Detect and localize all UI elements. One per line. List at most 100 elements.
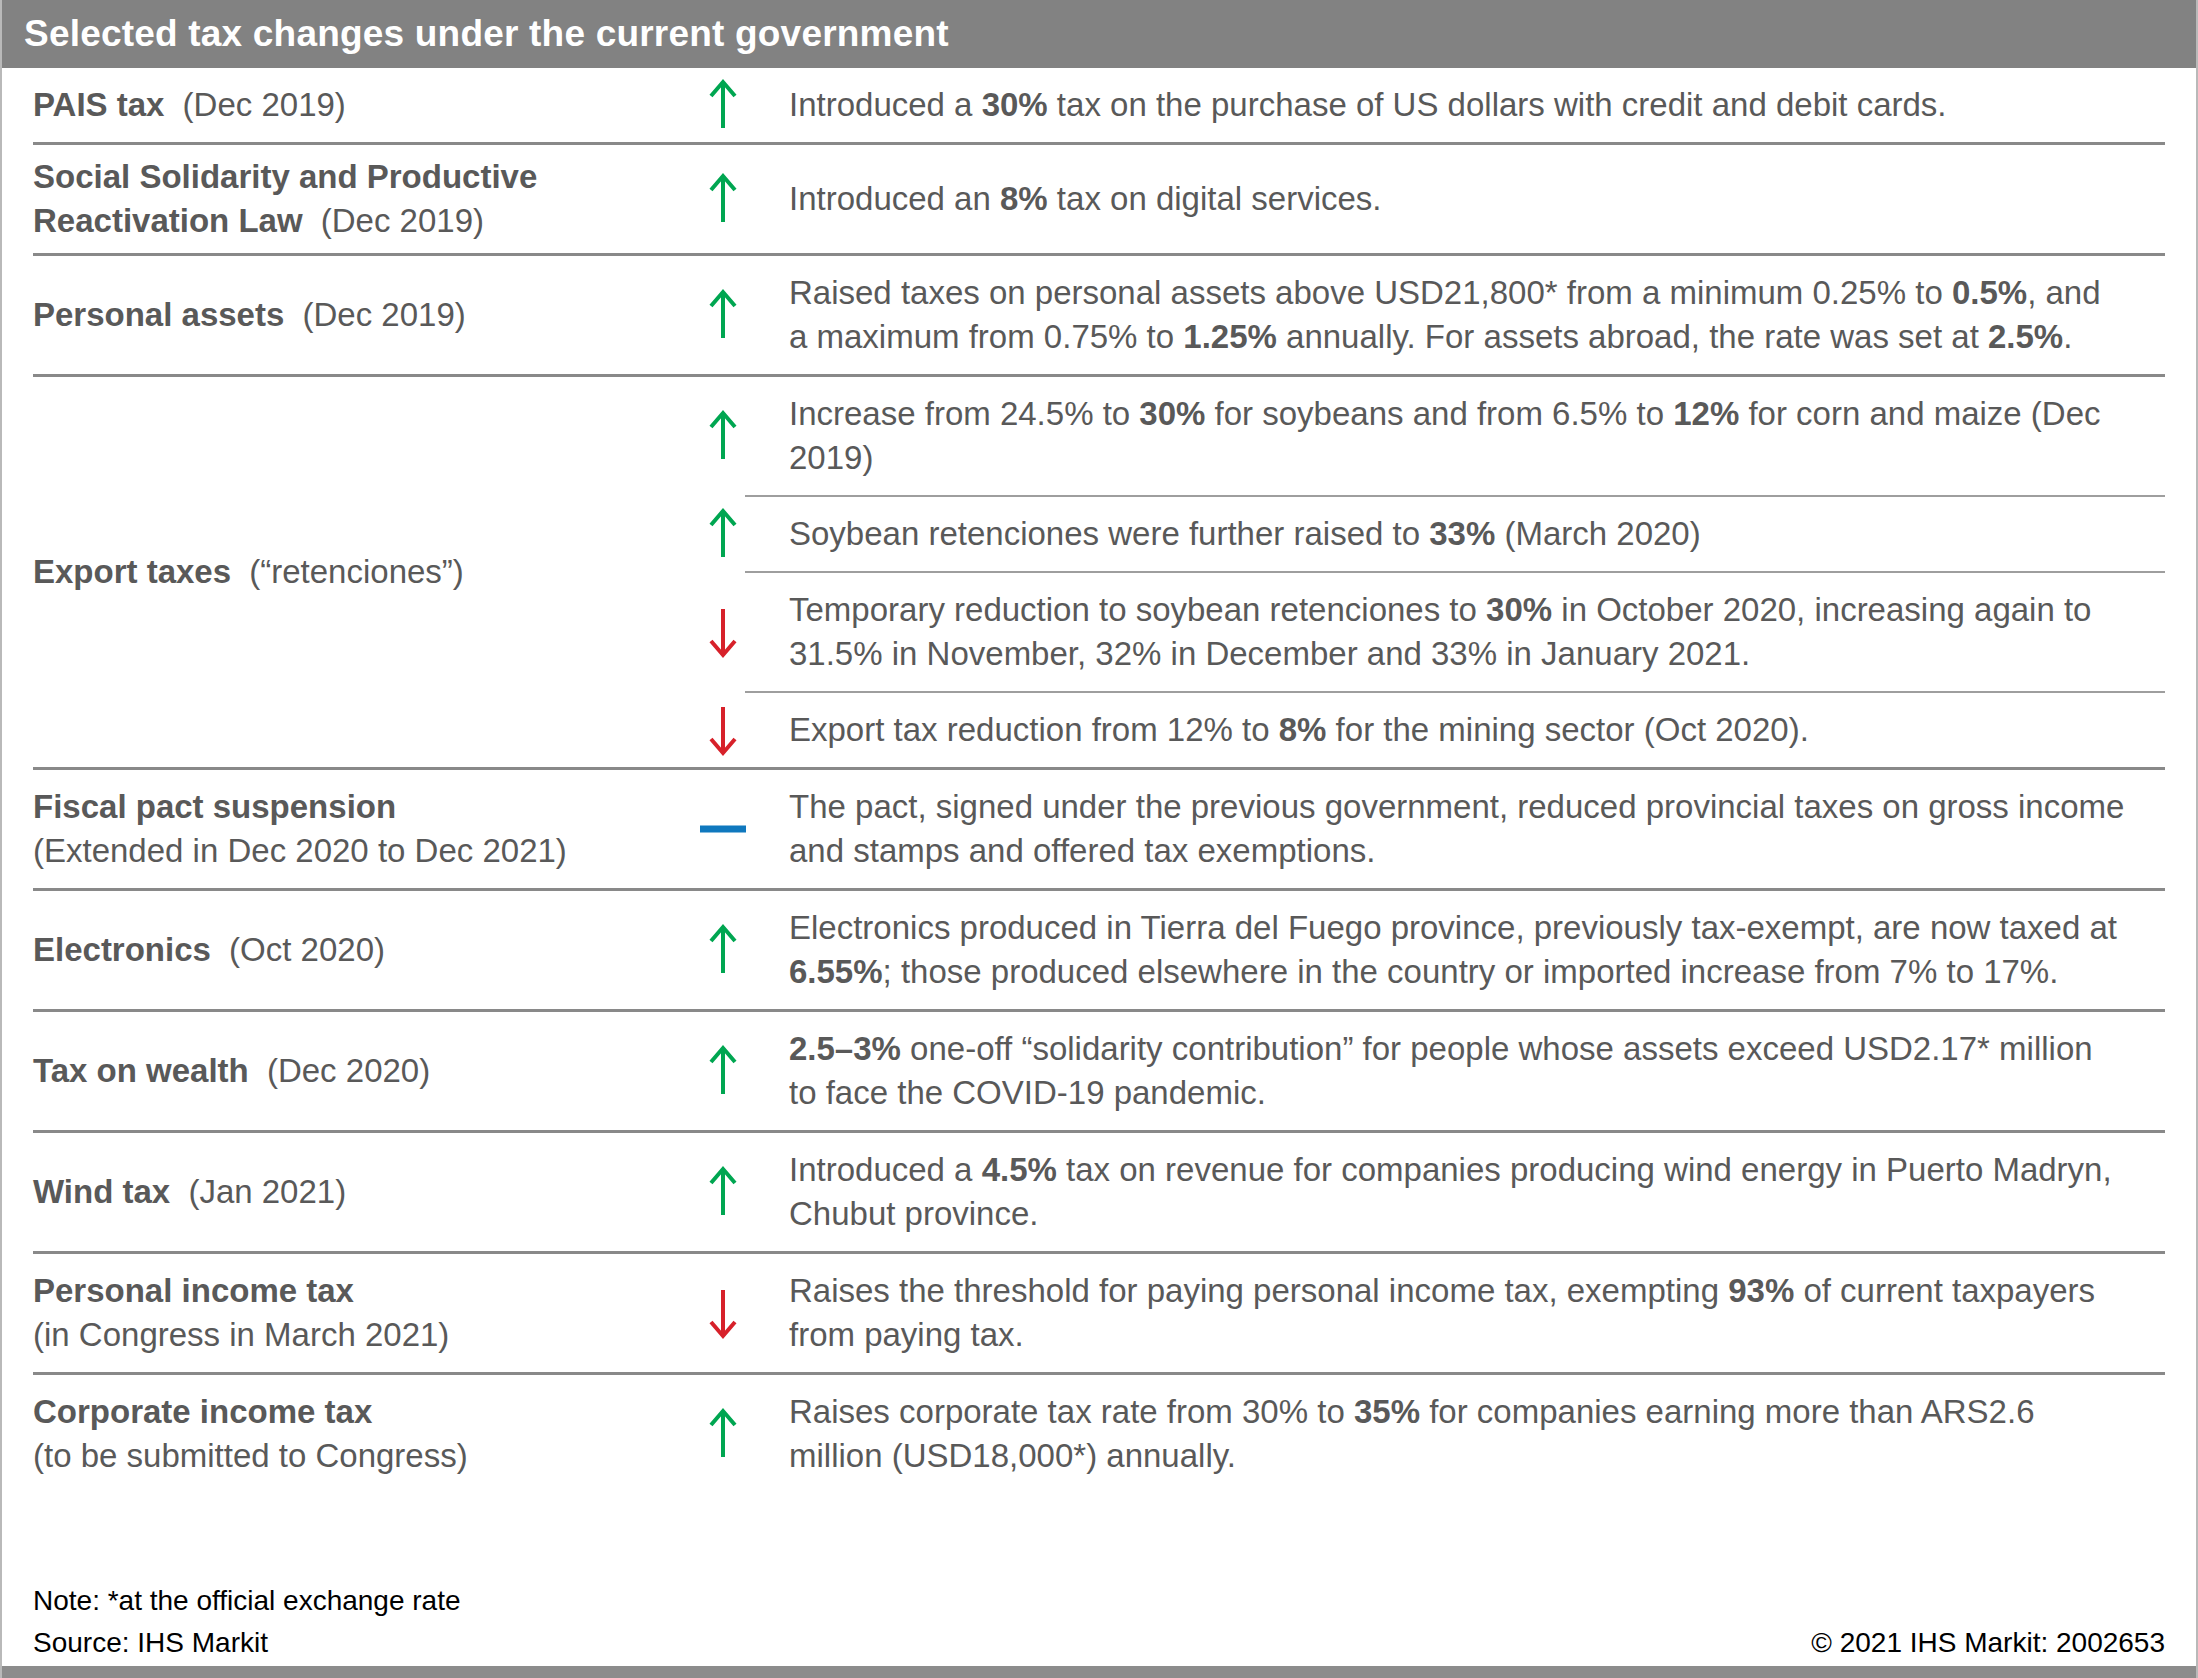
table-row: Fiscal pact suspension (Extended in Dec … <box>33 767 2165 888</box>
tax-name: Electronics <box>33 931 211 968</box>
entry-description: Increase from 24.5% to 30% for soybeans … <box>789 392 2125 480</box>
panel-header: Selected tax changes under the current g… <box>2 0 2196 68</box>
tax-date: (in Congress in March 2021) <box>33 1313 449 1357</box>
entry-description: Soybean retenciones were further raised … <box>789 512 1701 556</box>
entry-description: Electronics produced in Tierra del Fuego… <box>789 906 2125 994</box>
tax-name: Personal income tax <box>33 1272 354 1309</box>
tax-date: (“retenciones”) <box>249 553 464 590</box>
table-row: Electronics (Oct 2020) Electronics produ… <box>33 888 2165 1009</box>
row-term: Export taxes (“retenciones”) <box>33 377 745 767</box>
row-entry: Export tax reduction from 12% to 8% for … <box>745 691 2165 767</box>
up-arrow-icon <box>697 1407 749 1461</box>
row-term: Wind tax (Jan 2021) <box>33 1133 745 1251</box>
down-arrow-icon <box>697 1286 749 1340</box>
row-term: Personal assets (Dec 2019) <box>33 256 745 374</box>
footer-left: Note: *at the official exchange rate Sou… <box>33 1580 461 1664</box>
tax-date: (Extended in Dec 2020 to Dec 2021) <box>33 829 567 873</box>
row-term: PAIS tax (Dec 2019) <box>33 68 745 142</box>
up-arrow-icon <box>697 923 749 977</box>
tax-name: Tax on wealth <box>33 1052 249 1089</box>
entry-description: Introduced a 30% tax on the purchase of … <box>789 83 1947 127</box>
term-text: Fiscal pact suspension (Extended in Dec … <box>33 785 567 873</box>
tax-date: (Dec 2019) <box>183 86 346 123</box>
tax-name: Fiscal pact suspension <box>33 788 396 825</box>
tax-date: (Dec 2020) <box>267 1052 430 1089</box>
entry-description: Temporary reduction to soybean retencion… <box>789 588 2125 676</box>
up-arrow-icon <box>697 409 749 463</box>
row-entry: Increase from 24.5% to 30% for soybeans … <box>745 377 2165 495</box>
term-text: Social Solidarity and Productive Reactiv… <box>33 155 699 243</box>
row-entry: Introduced a 4.5% tax on revenue for com… <box>745 1133 2165 1251</box>
row-entry: Raises corporate tax rate from 30% to 35… <box>745 1375 2165 1493</box>
up-arrow-icon <box>697 1044 749 1098</box>
entry-description: Raised taxes on personal assets above US… <box>789 271 2125 359</box>
term-text: Export taxes (“retenciones”) <box>33 550 464 594</box>
table-row: Export taxes (“retenciones”) Increase fr… <box>33 374 2165 767</box>
entry-description: Introduced an 8% tax on digital services… <box>789 177 1382 221</box>
entry-description: Raises corporate tax rate from 30% to 35… <box>789 1390 2125 1478</box>
row-entries: Electronics produced in Tierra del Fuego… <box>745 891 2165 1009</box>
row-entries: Raises the threshold for paying personal… <box>745 1254 2165 1372</box>
entry-description: 2.5–3% one-off “solidarity contribution”… <box>789 1027 2125 1115</box>
row-entries: 2.5–3% one-off “solidarity contribution”… <box>745 1012 2165 1130</box>
term-text: Personal assets (Dec 2019) <box>33 293 466 337</box>
tax-name: PAIS tax <box>33 86 164 123</box>
row-entry: The pact, signed under the previous gove… <box>745 770 2165 888</box>
row-entry: Temporary reduction to soybean retencion… <box>745 571 2165 691</box>
tax-changes-panel: Selected tax changes under the current g… <box>0 0 2198 1678</box>
row-entry: Soybean retenciones were further raised … <box>745 495 2165 571</box>
entry-description: Introduced a 4.5% tax on revenue for com… <box>789 1148 2125 1236</box>
table-row: Corporate income tax (to be submitted to… <box>33 1372 2165 1493</box>
dash-icon <box>697 826 749 833</box>
entry-description: Export tax reduction from 12% to 8% for … <box>789 708 1809 752</box>
source: Source: IHS Markit <box>33 1622 461 1664</box>
term-text: Electronics (Oct 2020) <box>33 928 385 972</box>
tax-name: Export taxes <box>33 553 231 590</box>
tax-date: (Oct 2020) <box>229 931 385 968</box>
tax-name: Personal assets <box>33 296 284 333</box>
term-text: Wind tax (Jan 2021) <box>33 1170 346 1214</box>
copyright: © 2021 IHS Markit: 2002653 <box>1811 1622 2165 1664</box>
tax-name: Corporate income tax <box>33 1393 372 1430</box>
footnote: Note: *at the official exchange rate <box>33 1580 461 1622</box>
table-row: Personal income tax (in Congress in Marc… <box>33 1251 2165 1372</box>
panel-title: Selected tax changes under the current g… <box>24 13 949 55</box>
term-text: PAIS tax (Dec 2019) <box>33 83 346 127</box>
row-term: Electronics (Oct 2020) <box>33 891 745 1009</box>
row-term: Corporate income tax (to be submitted to… <box>33 1375 745 1493</box>
table-row: Tax on wealth (Dec 2020) 2.5–3% one-off … <box>33 1009 2165 1130</box>
table-row: Personal assets (Dec 2019) Raised taxes … <box>33 253 2165 374</box>
up-arrow-icon <box>697 78 749 132</box>
row-term: Tax on wealth (Dec 2020) <box>33 1012 745 1130</box>
row-entries: Introduced a 4.5% tax on revenue for com… <box>745 1133 2165 1251</box>
term-text: Corporate income tax (to be submitted to… <box>33 1390 468 1478</box>
row-term: Social Solidarity and Productive Reactiv… <box>33 145 745 253</box>
tax-table: PAIS tax (Dec 2019) Introduced a 30% tax… <box>33 68 2165 1493</box>
row-term: Fiscal pact suspension (Extended in Dec … <box>33 770 745 888</box>
tax-name: Wind tax <box>33 1173 170 1210</box>
up-arrow-icon <box>697 288 749 342</box>
row-entry: Electronics produced in Tierra del Fuego… <box>745 891 2165 1009</box>
bottom-bar <box>2 1666 2196 1678</box>
down-arrow-icon <box>697 605 749 659</box>
entry-description: Raises the threshold for paying personal… <box>789 1269 2125 1357</box>
table-row: PAIS tax (Dec 2019) Introduced a 30% tax… <box>33 68 2165 142</box>
table-row: Wind tax (Jan 2021) Introduced a 4.5% ta… <box>33 1130 2165 1251</box>
row-entry: Raises the threshold for paying personal… <box>745 1254 2165 1372</box>
panel-footer: Note: *at the official exchange rate Sou… <box>2 1493 2196 1666</box>
row-entries: Introduced an 8% tax on digital services… <box>745 145 2165 253</box>
term-text: Tax on wealth (Dec 2020) <box>33 1049 430 1093</box>
up-arrow-icon <box>697 172 749 226</box>
tax-date: (Dec 2019) <box>303 296 466 333</box>
tax-date: (Jan 2021) <box>188 1173 346 1210</box>
row-entries: Raised taxes on personal assets above US… <box>745 256 2165 374</box>
entry-description: The pact, signed under the previous gove… <box>789 785 2125 873</box>
tax-date: (to be submitted to Congress) <box>33 1434 468 1478</box>
row-entry: Introduced a 30% tax on the purchase of … <box>745 68 2165 142</box>
row-entries: The pact, signed under the previous gove… <box>745 770 2165 888</box>
row-entries: Increase from 24.5% to 30% for soybeans … <box>745 377 2165 767</box>
up-arrow-icon <box>697 507 749 561</box>
table-row: Social Solidarity and Productive Reactiv… <box>33 142 2165 253</box>
term-text: Personal income tax (in Congress in Marc… <box>33 1269 449 1357</box>
tax-date: (Dec 2019) <box>321 202 484 239</box>
